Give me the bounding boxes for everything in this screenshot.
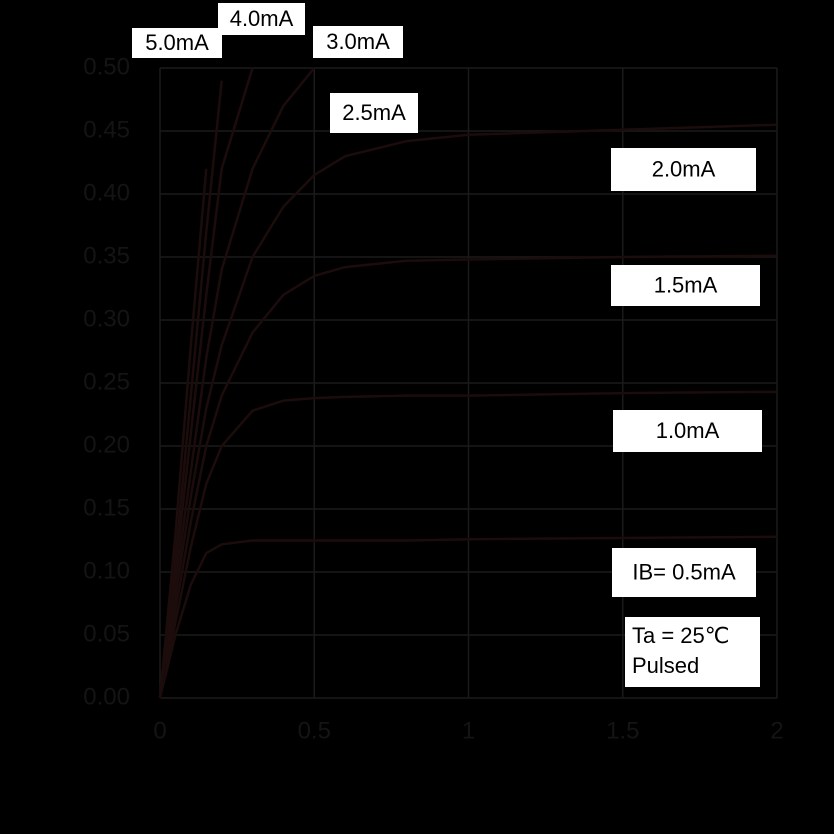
- y-tick-label: 0.45: [83, 116, 130, 143]
- y-tick-label: 0.40: [83, 179, 130, 206]
- curve: [158, 254, 778, 699]
- x-tick-label: 0.5: [298, 717, 331, 744]
- series-label: 2.5mA: [342, 100, 406, 125]
- y-tick-label: 0.00: [83, 683, 130, 710]
- x-tick-label: 2: [770, 717, 783, 744]
- curve: [158, 535, 778, 699]
- curve: [158, 390, 778, 699]
- annotation: Ta = 25℃: [632, 623, 730, 648]
- label-box: [613, 410, 762, 452]
- y-tick-label: 0.10: [83, 557, 130, 584]
- series-label: 5.0mA: [145, 30, 209, 55]
- x-tick-label: 1: [462, 717, 475, 744]
- y-tick-label: 0.35: [83, 242, 130, 269]
- series-label: 3.0mA: [326, 29, 390, 54]
- series-label: IB= 0.5mA: [632, 559, 736, 584]
- label-box: [132, 28, 222, 58]
- annotation: Pulsed: [632, 653, 699, 678]
- series-label: 1.5mA: [654, 272, 718, 297]
- y-tick-label: 0.15: [83, 494, 130, 521]
- y-tick-label: 0.05: [83, 620, 130, 647]
- curve: [158, 123, 778, 699]
- y-tick-label: 0.50: [83, 53, 130, 80]
- label-box: [218, 3, 305, 35]
- label-box: [611, 265, 760, 306]
- curve: [158, 67, 316, 699]
- label-box: [611, 148, 756, 191]
- label-box: [330, 93, 418, 133]
- label-box: [612, 548, 756, 597]
- label-box: [313, 26, 403, 58]
- curve: [158, 80, 223, 699]
- annotation-box: [625, 617, 760, 687]
- y-tick-label: 0.30: [83, 305, 130, 332]
- series-label: 2.0mA: [652, 156, 716, 181]
- x-tick-label: 1.5: [606, 717, 639, 744]
- x-tick-label: 0: [153, 717, 166, 744]
- curve: [158, 168, 208, 699]
- series-label: 4.0mA: [230, 6, 294, 31]
- y-tick-label: 0.20: [83, 431, 130, 458]
- series-label: 1.0mA: [656, 418, 720, 443]
- y-tick-label: 0.25: [83, 368, 130, 395]
